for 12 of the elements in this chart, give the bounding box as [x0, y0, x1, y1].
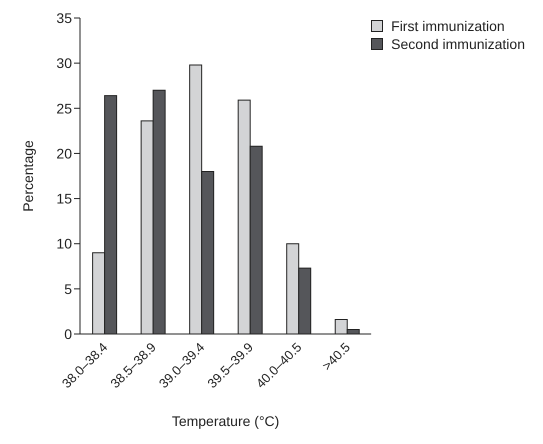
y-tick-label: 35 — [56, 10, 72, 26]
legend-label: First immunization — [391, 18, 505, 34]
y-tick-label: 25 — [56, 100, 72, 116]
y-tick-label: 15 — [56, 190, 72, 207]
y-tick-label: 30 — [56, 55, 72, 72]
y-tick-label: 5 — [64, 280, 72, 297]
y-tick-label: 20 — [56, 145, 72, 162]
x-axis-title: Temperature (°C) — [172, 413, 280, 429]
y-tick-label: 0 — [64, 326, 72, 342]
legend-label: Second immunization — [391, 36, 525, 52]
y-tick-label: 10 — [56, 236, 72, 252]
y-axis-title: Percentage — [20, 140, 36, 212]
